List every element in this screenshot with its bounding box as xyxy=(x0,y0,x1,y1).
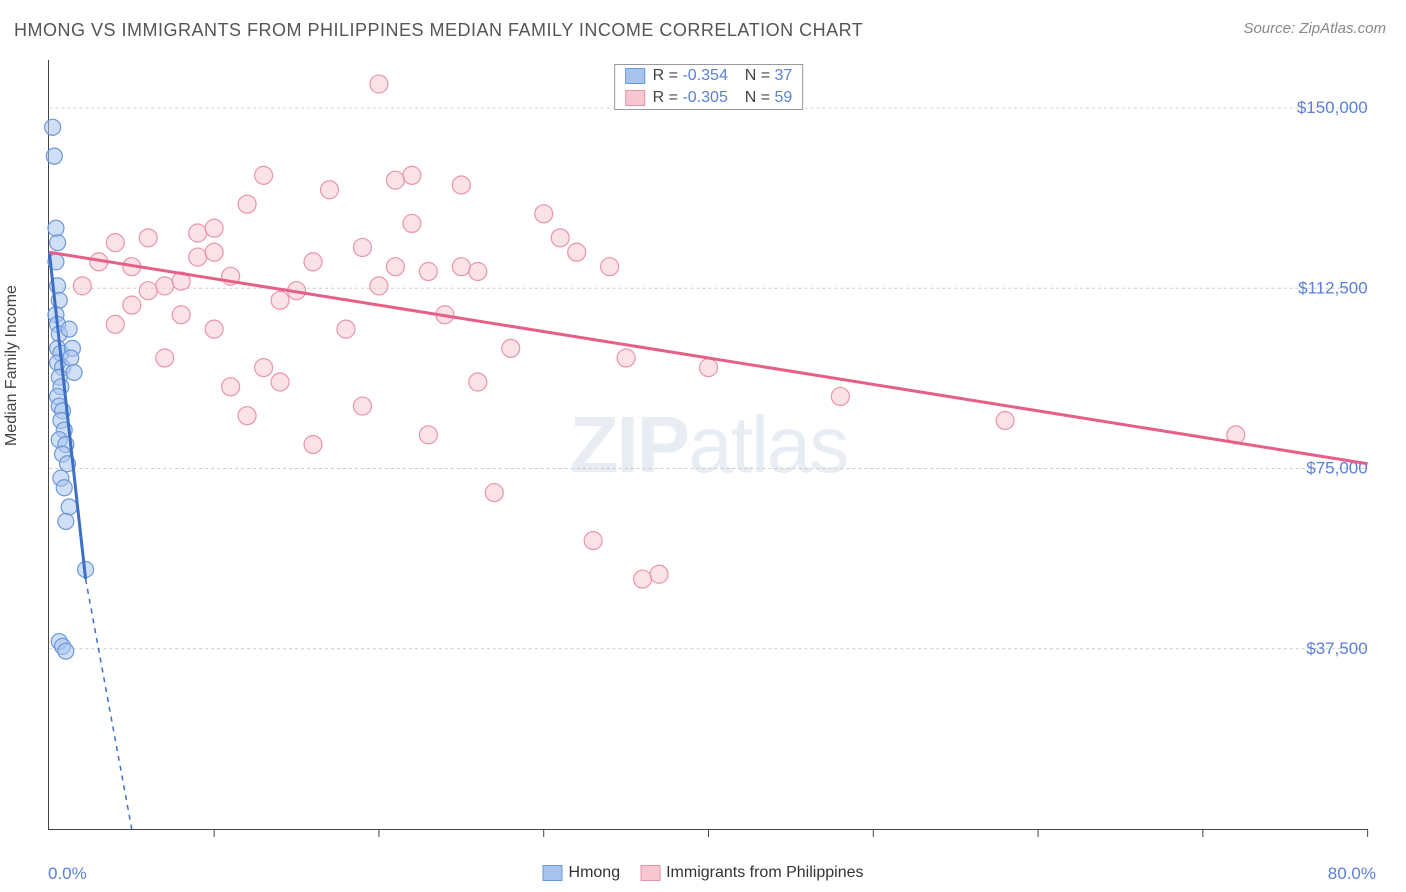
source-label: Source: ZipAtlas.com xyxy=(1243,20,1386,37)
legend-series-label-0: Hmong xyxy=(569,864,621,882)
legend-r-1: R = -0.305 xyxy=(653,89,728,107)
legend-swatch-0 xyxy=(625,68,645,84)
plot-svg: $37,500$75,000$112,500$150,000 xyxy=(49,60,1368,829)
x-axis-label-right: 80.0% xyxy=(1328,864,1376,884)
plot-area: ZIPatlas R = -0.354 N = 37 R = -0.305 N … xyxy=(48,60,1368,830)
svg-text:$112,500: $112,500 xyxy=(1298,278,1368,297)
legend-n-1: N = 59 xyxy=(736,89,792,107)
x-axis-label-left: 0.0% xyxy=(48,864,87,884)
y-axis-title: Median Family Income xyxy=(3,285,21,446)
chart-title: HMONG VS IMMIGRANTS FROM PHILIPPINES MED… xyxy=(14,20,863,41)
legend-stats-row-0: R = -0.354 N = 37 xyxy=(615,65,803,87)
legend-series-swatch-0 xyxy=(543,865,563,881)
legend-series: Hmong Immigrants from Philippines xyxy=(543,864,864,882)
legend-swatch-1 xyxy=(625,90,645,106)
legend-series-swatch-1 xyxy=(640,865,660,881)
legend-stats-row-1: R = -0.305 N = 59 xyxy=(615,87,803,109)
chart-container: HMONG VS IMMIGRANTS FROM PHILIPPINES MED… xyxy=(0,0,1406,892)
legend-n-0: N = 37 xyxy=(736,67,792,85)
legend-series-label-1: Immigrants from Philippines xyxy=(666,864,863,882)
svg-text:$150,000: $150,000 xyxy=(1297,98,1368,117)
legend-stats: R = -0.354 N = 37 R = -0.305 N = 59 xyxy=(614,64,804,110)
svg-text:$37,500: $37,500 xyxy=(1306,639,1367,658)
legend-r-0: R = -0.354 xyxy=(653,67,728,85)
legend-series-item-0: Hmong xyxy=(543,864,621,882)
legend-series-item-1: Immigrants from Philippines xyxy=(640,864,863,882)
